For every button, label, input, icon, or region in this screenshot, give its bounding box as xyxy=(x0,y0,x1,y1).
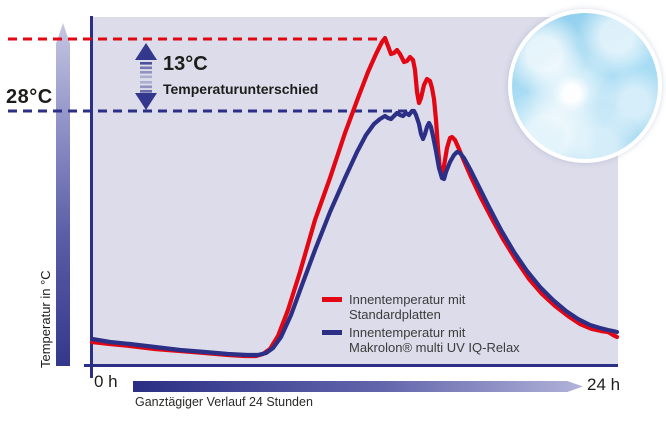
x-axis-gradient-arrow-icon xyxy=(133,381,583,392)
temperature-difference-arrow-icon xyxy=(135,43,157,110)
legend-label-line: Innentemperatur mit xyxy=(349,292,466,307)
x-axis-caption: Ganztägiger Verlauf 24 Stunden xyxy=(135,395,313,409)
legend-label-line: Standardplatten xyxy=(349,307,441,322)
legend-label-line: Innentemperatur mit xyxy=(349,325,466,340)
curve-standardplatten xyxy=(89,35,620,359)
y-axis-line xyxy=(90,16,93,378)
legend-label-line: Makrolon® multi UV IQ-Relax xyxy=(349,340,520,355)
legend-item-standardplatten: Innentemperatur mit Standardplatten xyxy=(322,292,520,322)
legend-swatch-red xyxy=(322,297,342,302)
x-axis-line xyxy=(84,364,618,367)
temperature-difference-value: 13°C xyxy=(163,53,208,75)
y-axis-title: Temperatur in °C xyxy=(38,270,53,368)
temperature-difference-label: Temperaturunterschied xyxy=(163,81,319,97)
curve-makrolon xyxy=(89,108,620,358)
y-axis-gradient-arrow-icon xyxy=(56,23,70,366)
sky-sun-photo xyxy=(508,9,662,163)
reference-temperature-label: 28°C xyxy=(6,86,53,108)
legend: Innentemperatur mit Standardplatten Inne… xyxy=(322,292,520,358)
x-axis-end-label: 24 h xyxy=(587,375,621,394)
x-axis-start-label: 0 h xyxy=(94,372,118,391)
legend-swatch-blue xyxy=(322,330,342,335)
legend-item-makrolon: Innentemperatur mit Makrolon® multi UV I… xyxy=(322,325,520,355)
